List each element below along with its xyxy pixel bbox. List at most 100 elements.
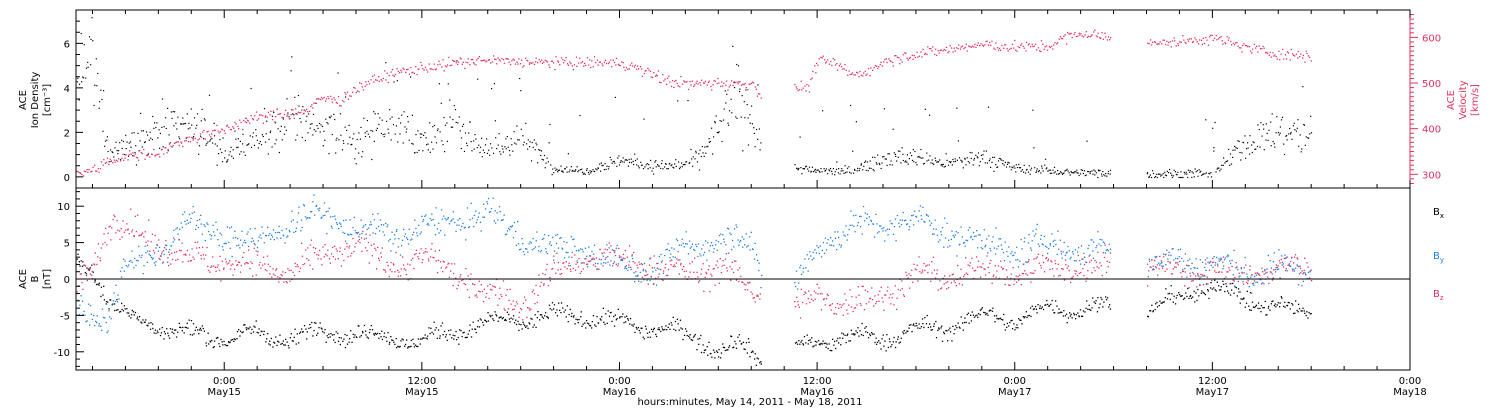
bx-point <box>572 316 575 318</box>
bx-point <box>282 340 284 342</box>
bx-point <box>605 313 607 315</box>
by-point <box>269 232 271 235</box>
velocity-point <box>675 79 677 82</box>
velocity-point <box>1091 34 1093 36</box>
velocity-point <box>901 61 903 63</box>
bx-point <box>1168 292 1171 295</box>
bx-point <box>305 328 307 330</box>
bz-point <box>386 261 388 263</box>
bz-point <box>140 233 143 235</box>
bx-point <box>661 326 663 328</box>
bz-point <box>177 258 179 261</box>
density-point <box>141 130 143 132</box>
bx-point <box>122 310 125 312</box>
velocity-point <box>744 82 746 85</box>
density-point <box>362 151 364 153</box>
density-point <box>1237 140 1239 142</box>
by-point <box>1021 248 1023 250</box>
velocity-point <box>167 148 169 151</box>
density-point <box>462 123 465 125</box>
density-point <box>584 173 586 175</box>
bz-point <box>83 264 86 266</box>
by-point <box>401 245 403 247</box>
density-point <box>150 137 152 139</box>
bz-point <box>89 268 91 270</box>
bx-point <box>228 342 230 344</box>
density-point <box>271 115 273 117</box>
velocity-point <box>1286 51 1289 53</box>
by-point <box>317 208 319 210</box>
velocity-point <box>475 64 477 66</box>
density-point <box>603 169 605 171</box>
velocity-point <box>295 108 297 110</box>
bz-point <box>271 276 273 278</box>
bx-point <box>966 313 968 316</box>
bz-point <box>528 307 530 309</box>
density-point <box>1310 132 1313 134</box>
bx-point <box>800 341 802 343</box>
bx-point <box>449 333 451 336</box>
density-point <box>114 147 116 149</box>
density-point <box>237 146 239 148</box>
bz-point <box>474 284 476 286</box>
bx-point <box>238 329 240 331</box>
bx-point <box>837 337 839 340</box>
by-point <box>382 231 384 233</box>
velocity-point <box>325 98 328 100</box>
density-point <box>1002 163 1004 165</box>
bz-point <box>543 283 545 285</box>
density-point <box>219 139 221 141</box>
by-point <box>519 249 521 251</box>
bx-point <box>461 335 463 338</box>
bz-point <box>120 228 122 230</box>
velocity-point <box>727 89 729 91</box>
velocity-point <box>430 68 432 70</box>
density-point <box>258 142 260 145</box>
density-point <box>482 149 484 151</box>
density-point <box>658 165 660 167</box>
density-point <box>614 162 616 164</box>
density-point <box>510 138 512 140</box>
by-point <box>827 239 829 241</box>
bz-point <box>312 246 315 249</box>
by-point <box>975 235 977 237</box>
bx-point <box>475 331 477 334</box>
density-point <box>333 113 335 115</box>
bx-point <box>947 340 949 342</box>
density-point <box>1101 175 1103 177</box>
density-point <box>1080 169 1082 171</box>
velocity-point <box>103 158 105 161</box>
bx-point <box>495 313 497 316</box>
bx-point <box>682 338 684 341</box>
density-point <box>747 117 749 119</box>
bx-point <box>1181 295 1183 297</box>
velocity-point <box>1056 43 1058 45</box>
density-point <box>224 157 226 159</box>
bx-point <box>796 343 799 345</box>
density-point <box>717 132 719 134</box>
velocity-point <box>304 110 307 112</box>
bx-point <box>524 325 526 327</box>
density-point <box>350 144 352 146</box>
density-point <box>1052 169 1054 171</box>
by-point <box>468 226 470 228</box>
velocity-point <box>1292 53 1294 55</box>
bz-point <box>556 252 558 255</box>
by-point <box>885 230 887 232</box>
by-point <box>743 238 745 240</box>
bx-point <box>218 343 220 345</box>
by-point <box>191 212 193 214</box>
velocity-point <box>927 46 929 48</box>
velocity-point <box>415 66 417 68</box>
bz-point <box>499 287 501 289</box>
bz-point <box>130 208 132 210</box>
by-point <box>600 263 602 265</box>
density-point <box>176 128 178 130</box>
velocity-point <box>1231 44 1233 46</box>
bx-point <box>1039 305 1041 307</box>
velocity-point <box>1235 42 1237 44</box>
velocity-point <box>1232 42 1235 44</box>
by-point <box>495 222 497 224</box>
bx-point <box>269 344 271 346</box>
by-point <box>362 226 364 228</box>
